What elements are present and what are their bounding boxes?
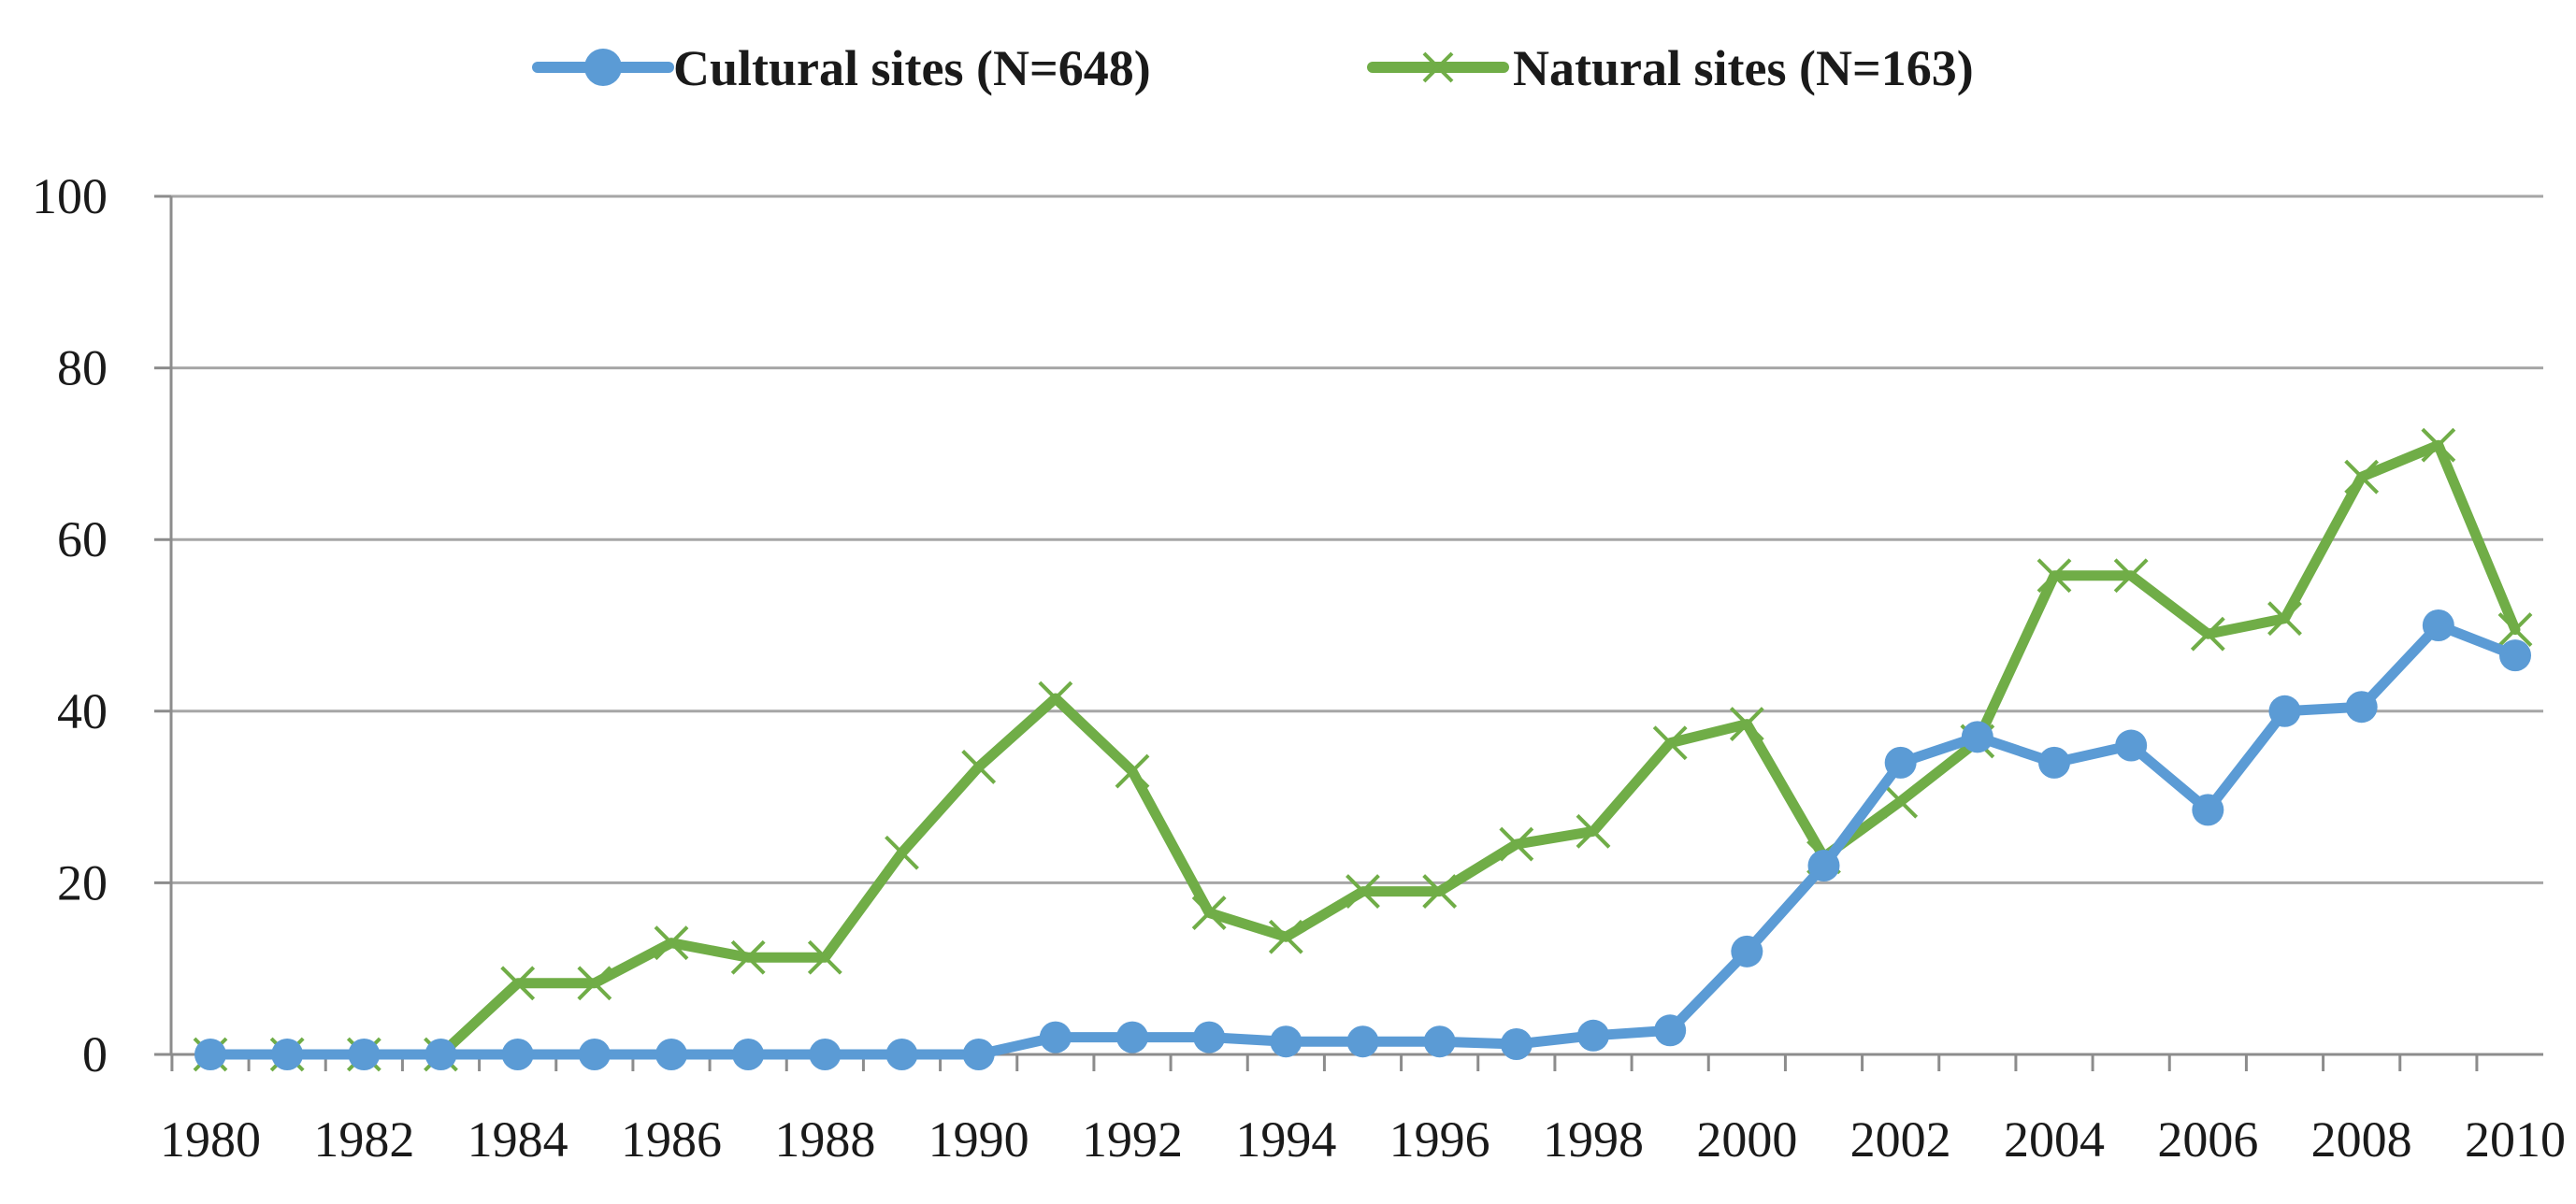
data-point-cultural [1116,1021,1148,1054]
data-point-natural [577,966,612,1001]
series-natural [193,427,2533,1072]
legend-label-natural: Natural sites (N=163) [1513,40,1974,96]
data-point-natural [2036,558,2072,594]
data-point-cultural [194,1039,226,1070]
data-point-natural [1422,874,1458,909]
y-tick-label: 60 [57,511,108,567]
data-point-cultural [271,1039,304,1070]
data-point-natural [1191,896,1227,930]
x-tick-label: 2000 [1696,1111,1797,1168]
legend-item-natural: Natural sites (N=163) [1367,40,1974,96]
data-point-cultural [1270,1025,1302,1058]
x-tick-label: 1984 [468,1111,568,1168]
data-point-natural [885,835,919,870]
data-point-natural [654,925,689,961]
data-point-cultural [962,1039,995,1070]
data-point-cultural [1423,1025,1456,1058]
x-tick-label: 1980 [160,1111,261,1168]
legend: Cultural sites (N=648) Natural sites (N=… [532,40,1974,96]
x-tick-label: 2008 [2311,1111,2412,1168]
data-point-cultural [2192,794,2224,826]
data-point-cultural [1731,935,1763,968]
data-point-cultural [885,1039,918,1070]
data-point-cultural [348,1039,381,1070]
y-tick-label: 40 [57,683,108,739]
x-tick-label: 1986 [621,1111,722,1168]
data-series [193,427,2533,1072]
data-point-natural [1038,681,1073,716]
data-point-cultural [2422,609,2454,641]
data-point-cultural [501,1039,534,1070]
data-point-cultural [578,1039,611,1070]
data-point-cultural [655,1039,687,1070]
data-point-cultural [1807,850,1840,882]
y-axis-tick-labels: 0 20 40 60 80 100 [32,168,108,1082]
data-point-cultural [1577,1019,1609,1052]
data-point-cultural [2115,729,2148,762]
series-cultural [194,609,2531,1070]
data-point-natural [2344,459,2380,494]
x-tick-label: 2006 [2157,1111,2258,1168]
series-line-cultural [205,620,2521,1060]
data-point-cultural [1039,1021,1072,1054]
data-point-cultural [1654,1014,1687,1047]
x-tick-label: 1994 [1235,1111,1336,1168]
x-tick-label: 1998 [1543,1111,1644,1168]
data-point-natural [1346,874,1380,909]
y-tick-label: 80 [57,340,108,396]
x-tick-label: 2002 [1850,1111,1951,1168]
data-point-natural [2421,427,2456,463]
data-point-natural [1729,707,1764,741]
x-tick-label: 1996 [1389,1111,1490,1168]
x-tick-label: 1982 [313,1111,414,1168]
data-point-natural [730,939,766,975]
data-point-cultural [809,1039,842,1070]
y-tick-label: 20 [57,854,108,910]
series-line-natural [205,439,2521,1060]
gridlines [154,194,2543,1056]
x-tick-label: 2004 [2004,1111,2105,1168]
data-point-cultural [2499,639,2531,672]
data-point-cultural [2345,691,2378,724]
legend-label-cultural: Cultural sites (N=648) [673,40,1151,96]
x-tick-label: 1990 [928,1111,1029,1168]
data-point-cultural [1961,721,1993,753]
x-tick-label: 2010 [2465,1111,2566,1168]
y-tick-label: 0 [82,1026,108,1082]
legend-item-cultural: Cultural sites (N=648) [532,40,1151,96]
x-tick-label: 1992 [1082,1111,1183,1168]
data-point-cultural [1346,1025,1379,1058]
data-point-natural [1115,753,1150,789]
data-point-cultural [2038,746,2070,779]
data-point-cultural [732,1039,765,1070]
data-point-cultural [1884,746,1917,779]
data-point-natural [2190,616,2225,652]
axes [169,196,2543,1071]
y-tick-label: 100 [32,168,108,224]
legend-marker-cultural [584,49,622,86]
legend-marker-natural [1422,51,1454,83]
data-point-cultural [2268,695,2301,727]
data-point-natural [1499,826,1534,862]
data-point-natural [1883,783,1919,819]
data-point-cultural [1193,1021,1226,1054]
x-tick-label: 1988 [774,1111,875,1168]
data-point-cultural [425,1039,457,1070]
data-point-natural [807,939,842,975]
x-axis-tick-labels: 1980 1982 1984 1986 1988 1990 1992 1994 1996 1998… [160,1111,2566,1168]
data-point-cultural [1500,1027,1533,1060]
data-point-natural [1576,813,1611,849]
data-point-natural [2497,612,2533,648]
data-point-natural [961,750,997,784]
data-point-natural [2113,558,2149,594]
data-point-natural [500,966,536,1001]
data-point-natural [2267,601,2302,637]
data-point-natural [1652,725,1688,761]
data-point-natural [1268,919,1303,954]
